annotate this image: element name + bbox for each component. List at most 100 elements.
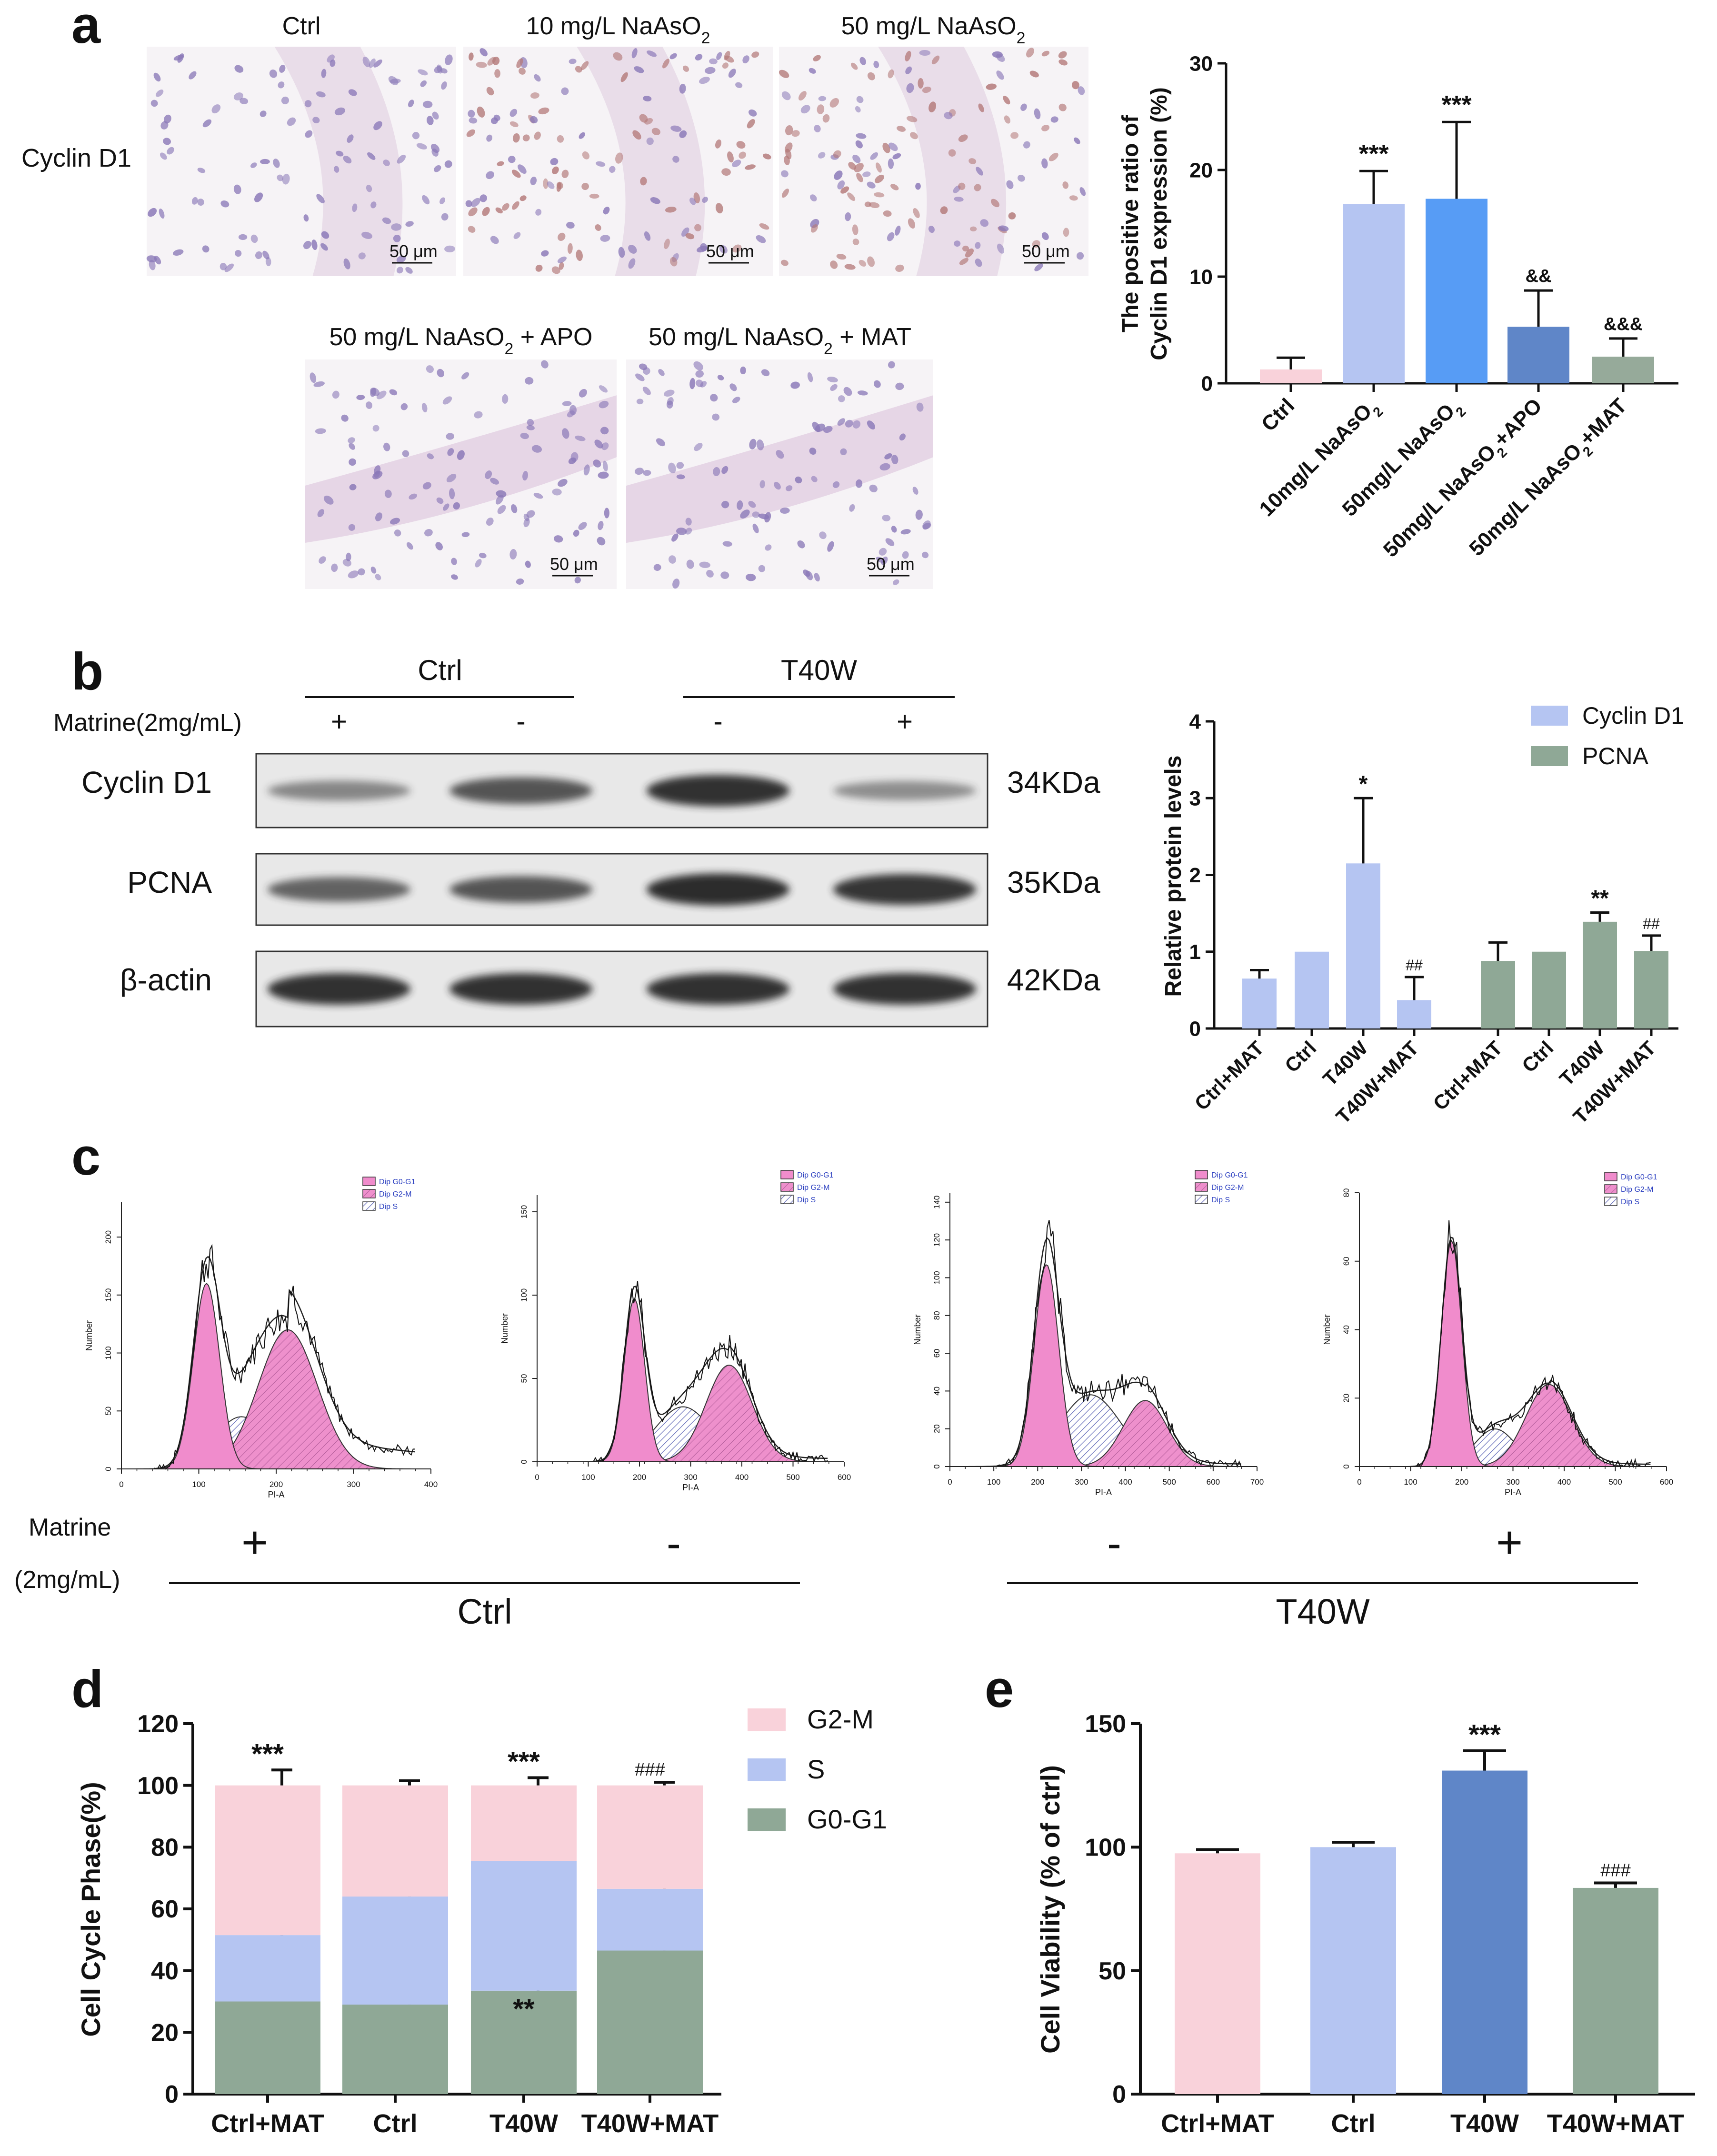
legend-label: Dip S (1621, 1198, 1639, 1206)
cell-nucleus (664, 239, 670, 250)
cell-nucleus (727, 151, 734, 163)
significance-mark: *** (1468, 1719, 1501, 1750)
x-tick-label: 400 (1557, 1477, 1571, 1487)
cell-nucleus (878, 548, 887, 556)
cell-nucleus (530, 92, 539, 99)
x-tick-label: 200 (1031, 1477, 1044, 1487)
cell-nucleus (908, 218, 916, 229)
y-tick-label: 50 (104, 1407, 113, 1416)
cell-nucleus (699, 561, 710, 568)
cell-nucleus (426, 116, 434, 125)
y-tick-label: 4 (1189, 710, 1201, 733)
stacked-bar-segment (471, 1861, 577, 1991)
cell-nucleus (975, 258, 982, 267)
cell-nucleus (320, 243, 328, 251)
cell-nucleus (728, 69, 736, 78)
text-span: +MAT (1575, 394, 1631, 450)
cell-nucleus (534, 74, 541, 82)
cell-nucleus (468, 110, 475, 118)
cell-nucleus (469, 117, 478, 124)
cell-nucleus (486, 171, 494, 180)
legend-swatch (748, 1708, 786, 1731)
cell-nucleus (530, 177, 537, 185)
cell-nucleus (752, 523, 759, 533)
cell-nucleus (420, 80, 427, 87)
cell-nucleus (882, 515, 891, 521)
significance-mark: * (1359, 771, 1368, 797)
cell-nucleus (892, 153, 901, 160)
cell-nucleus (765, 544, 772, 551)
cell-nucleus (732, 160, 741, 168)
cell-nucleus (278, 81, 285, 89)
cell-nucleus (811, 476, 818, 482)
x-tick-label: Ctrl+MAT (1161, 2109, 1274, 2138)
cell-nucleus (303, 214, 309, 222)
cell-nucleus (579, 132, 585, 139)
cell-nucleus (315, 428, 326, 434)
cell-nucleus (570, 452, 579, 462)
cell-nucleus (447, 448, 454, 456)
cell-nucleus (874, 380, 881, 388)
cell-nucleus (615, 152, 623, 164)
cell-nucleus (600, 235, 610, 242)
cell-nucleus (349, 443, 355, 450)
cell-nucleus (736, 141, 746, 149)
x-tick-label: 0 (119, 1480, 123, 1489)
text-span: 2 (505, 340, 514, 358)
cell-nucleus (679, 130, 687, 138)
cell-nucleus (780, 507, 790, 514)
cell-nucleus (809, 68, 816, 74)
cell-nucleus (461, 532, 470, 538)
panel-e: 0 50 100 150 Ctrl+MAT Ctrl *** T40W ### T40W+MAT C… (1035, 1710, 1695, 2138)
cell-nucleus (749, 109, 757, 117)
cell-nucleus (561, 87, 569, 95)
y-tick-label: 100 (1085, 1834, 1126, 1862)
cell-nucleus (759, 480, 765, 489)
cell-nucleus (282, 173, 290, 185)
legend-swatch (1531, 706, 1568, 726)
cell-nucleus (254, 192, 263, 202)
y-axis-label: Number (500, 1313, 509, 1344)
g0g1-phase-fit (1359, 1239, 1667, 1467)
x-tick-label: Ctrl (1257, 394, 1299, 436)
cell-nucleus (347, 134, 354, 143)
cell-nucleus (313, 381, 325, 387)
x-tick-label: Ctrl (1280, 1037, 1320, 1077)
cell-nucleus (856, 96, 864, 103)
x-tick-label: Ctrl (1517, 1037, 1557, 1077)
text-span: 50 mg/L NaAsO (841, 12, 1017, 40)
panel-b: Ctrl T40W Matrine(2mg/mL) + - - + Cyclin D1 34KD… (53, 654, 1684, 1128)
cell-nucleus (834, 170, 843, 180)
cell-nucleus (370, 388, 377, 397)
cell-nucleus (494, 69, 500, 78)
legend-swatch (362, 1177, 376, 1186)
cell-nucleus (316, 194, 325, 203)
cell-nucleus (797, 540, 805, 549)
raw-histogram (153, 1244, 415, 1470)
cell-nucleus (954, 197, 964, 202)
cell-nucleus (343, 155, 352, 164)
cell-nucleus (457, 450, 465, 460)
cell-nucleus (888, 361, 895, 369)
cell-nucleus (437, 64, 443, 74)
y-tick-label: 100 (104, 1346, 113, 1359)
cell-nucleus (235, 250, 242, 257)
cell-nucleus (163, 138, 171, 145)
cell-nucleus (791, 130, 800, 137)
cell-nucleus (759, 223, 769, 230)
cell-nucleus (1058, 103, 1067, 111)
protein-band (647, 873, 789, 906)
cell-nucleus (1029, 70, 1039, 78)
cell-nucleus (525, 560, 531, 568)
cell-nucleus (840, 186, 849, 194)
cell-nucleus (396, 267, 403, 274)
cell-nucleus (830, 260, 838, 269)
cell-nucleus (756, 235, 766, 243)
x-axis-label: PI-A (268, 1490, 284, 1499)
cell-nucleus (442, 396, 452, 405)
cell-nucleus (445, 54, 453, 65)
scale-bar-label: 50 μm (389, 241, 438, 261)
cell-nucleus (713, 467, 720, 477)
x-tick-label: 200 (1455, 1477, 1468, 1487)
cell-nucleus (601, 442, 609, 450)
